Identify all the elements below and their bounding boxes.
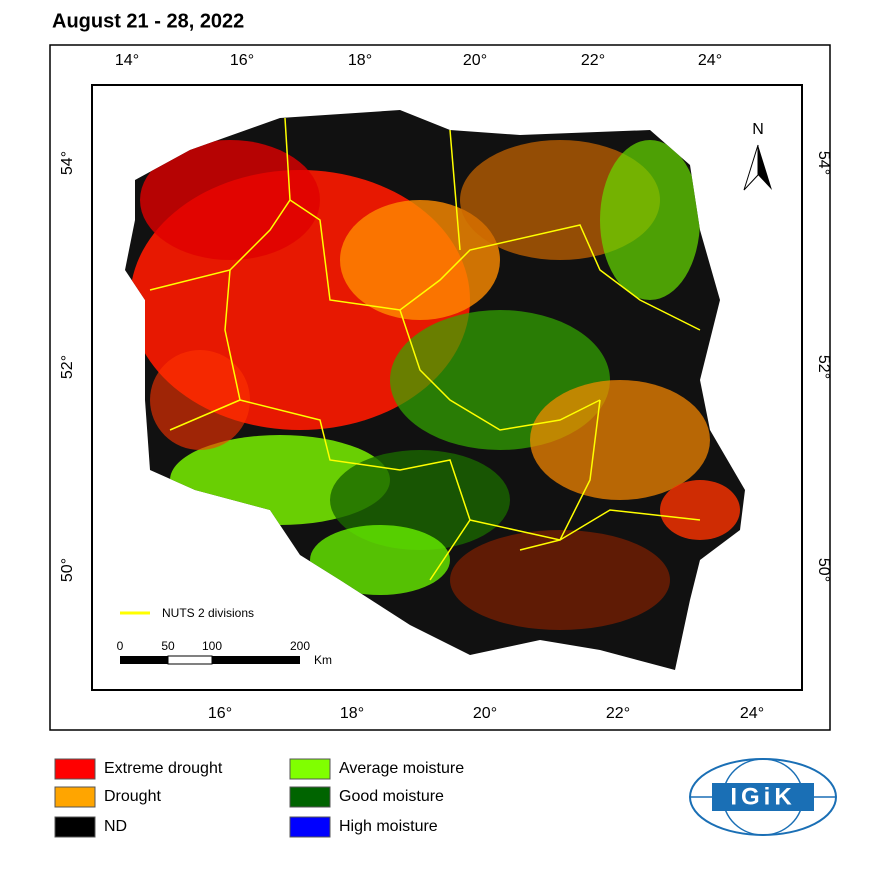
lon-label-top: 24° [698, 52, 722, 69]
legend-swatch [54, 758, 96, 780]
lat-label-left: 50° [59, 558, 76, 582]
nuts-boundaries [149, 117, 701, 581]
legend-label: Good moisture [339, 788, 444, 805]
lon-label-bottom: 16° [208, 705, 232, 722]
scale-bar [120, 655, 300, 665]
lon-label-bottom: 22° [606, 705, 630, 722]
legend-swatch [289, 816, 331, 838]
lat-label-left: 54° [59, 151, 76, 175]
legend-label: ND [104, 818, 127, 835]
title: August 21 - 28, 2022 [52, 10, 244, 32]
lon-label-top: 20° [463, 52, 487, 69]
legend-label: Drought [104, 788, 161, 805]
north-label: N [752, 121, 764, 138]
moisture-raster [125, 110, 745, 670]
legend-label: Average moisture [339, 760, 464, 777]
outer-frame [49, 44, 831, 731]
lon-label-bottom: 24° [740, 705, 764, 722]
lon-label-top: 16° [230, 52, 254, 69]
scale-label: 200 [290, 639, 310, 653]
scale-unit: Km [314, 653, 332, 667]
legend-label: High moisture [339, 818, 438, 835]
nuts-label: NUTS 2 divisions [162, 606, 254, 620]
legend-swatch [289, 758, 331, 780]
scale-label: 0 [117, 639, 124, 653]
legend-swatch [54, 786, 96, 808]
map-frame [91, 84, 803, 691]
legend-swatch [54, 816, 96, 838]
logo [689, 758, 837, 836]
north-arrow [743, 144, 772, 191]
scale-label: 100 [202, 639, 222, 653]
lat-label-right: 52° [815, 355, 832, 379]
legend-label: Extreme drought [104, 760, 223, 777]
logo-text: IGiK [730, 783, 795, 810]
lon-label-bottom: 20° [473, 705, 497, 722]
lon-label-bottom: 18° [340, 705, 364, 722]
lat-label-right: 50° [815, 558, 832, 582]
scale-label: 50 [161, 639, 175, 653]
legend-swatch [289, 786, 331, 808]
lon-label-top: 14° [115, 52, 139, 69]
lon-label-top: 22° [581, 52, 605, 69]
lat-label-right: 54° [815, 151, 832, 175]
lat-label-left: 52° [59, 355, 76, 379]
lon-label-top: 18° [348, 52, 372, 69]
